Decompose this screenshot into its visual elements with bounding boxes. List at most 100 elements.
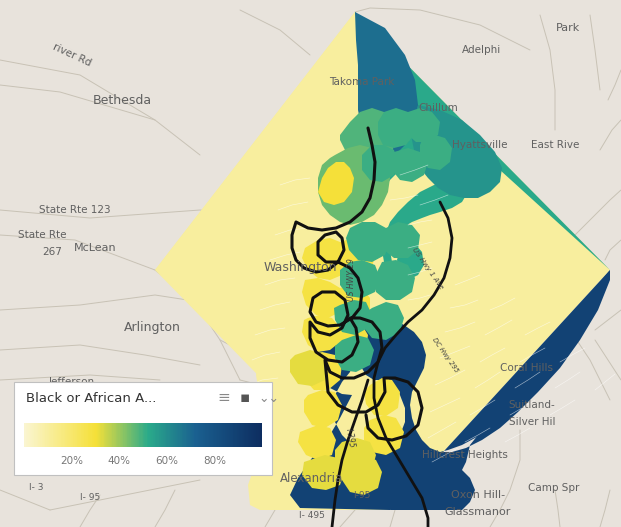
Text: ▪: ▪: [240, 390, 250, 405]
Bar: [96, 423, 97, 447]
Bar: [203, 423, 204, 447]
Bar: [212, 423, 214, 447]
Bar: [215, 423, 216, 447]
Bar: [177, 423, 178, 447]
Bar: [237, 423, 238, 447]
Polygon shape: [364, 378, 400, 416]
Bar: [160, 423, 161, 447]
Bar: [195, 423, 196, 447]
Bar: [228, 423, 229, 447]
Bar: [102, 423, 103, 447]
Polygon shape: [335, 335, 374, 372]
Bar: [187, 423, 188, 447]
Polygon shape: [378, 108, 415, 148]
Bar: [249, 423, 250, 447]
Bar: [50, 423, 51, 447]
Bar: [57, 423, 58, 447]
Polygon shape: [346, 222, 390, 262]
Bar: [134, 423, 135, 447]
Bar: [242, 423, 243, 447]
Polygon shape: [304, 390, 342, 428]
Bar: [196, 423, 197, 447]
Polygon shape: [355, 12, 418, 155]
Bar: [47, 423, 48, 447]
Bar: [63, 423, 64, 447]
Bar: [104, 423, 105, 447]
Bar: [122, 423, 123, 447]
Text: Hyattsville: Hyattsville: [452, 140, 508, 150]
Bar: [45, 423, 47, 447]
Bar: [230, 423, 231, 447]
Bar: [61, 423, 62, 447]
Bar: [39, 423, 40, 447]
Bar: [152, 423, 153, 447]
Bar: [93, 423, 94, 447]
Text: State Rte 123: State Rte 123: [39, 205, 111, 215]
Bar: [44, 423, 45, 447]
Bar: [211, 423, 212, 447]
Bar: [91, 423, 92, 447]
Bar: [84, 423, 85, 447]
Text: ⌄⌄: ⌄⌄: [258, 392, 279, 405]
Bar: [252, 423, 253, 447]
Polygon shape: [302, 278, 345, 318]
Bar: [191, 423, 192, 447]
Bar: [52, 423, 53, 447]
Bar: [24, 423, 25, 447]
Bar: [199, 423, 200, 447]
Text: 267: 267: [42, 247, 62, 257]
Text: I- 3: I- 3: [29, 483, 43, 493]
Polygon shape: [318, 162, 354, 205]
Text: US HWY 29: US HWY 29: [348, 259, 356, 301]
Bar: [138, 423, 140, 447]
Bar: [181, 423, 183, 447]
Text: Takoma Park: Takoma Park: [329, 77, 395, 87]
Bar: [149, 423, 150, 447]
Bar: [75, 423, 76, 447]
Bar: [206, 423, 207, 447]
Polygon shape: [155, 12, 390, 510]
Polygon shape: [390, 148, 428, 182]
Bar: [54, 423, 55, 447]
Polygon shape: [412, 105, 502, 198]
Bar: [28, 423, 29, 447]
Bar: [26, 423, 27, 447]
Bar: [103, 423, 104, 447]
Text: Jefferson: Jefferson: [49, 377, 95, 387]
Bar: [141, 423, 142, 447]
Bar: [179, 423, 180, 447]
Bar: [198, 423, 199, 447]
Bar: [140, 423, 141, 447]
Bar: [227, 423, 228, 447]
Bar: [163, 423, 164, 447]
Bar: [194, 423, 195, 447]
Bar: [129, 423, 130, 447]
Polygon shape: [334, 300, 372, 335]
Polygon shape: [420, 135, 452, 170]
Bar: [167, 423, 168, 447]
Bar: [136, 423, 137, 447]
Bar: [176, 423, 177, 447]
Bar: [81, 423, 82, 447]
Bar: [71, 423, 72, 447]
Text: Adelphi: Adelphi: [463, 45, 502, 55]
Text: 80%: 80%: [203, 456, 226, 466]
Bar: [34, 423, 35, 447]
Bar: [253, 423, 254, 447]
Bar: [260, 423, 261, 447]
Text: Camp Spr: Camp Spr: [528, 483, 579, 493]
Bar: [67, 423, 68, 447]
Polygon shape: [374, 260, 415, 300]
Bar: [41, 423, 42, 447]
Bar: [243, 423, 245, 447]
Bar: [90, 423, 91, 447]
Bar: [155, 423, 156, 447]
Bar: [185, 423, 186, 447]
Text: ≡: ≡: [217, 390, 230, 405]
Bar: [226, 423, 227, 447]
Bar: [82, 423, 83, 447]
Bar: [236, 423, 237, 447]
Bar: [188, 423, 189, 447]
Text: Washington: Washington: [263, 261, 337, 275]
Polygon shape: [335, 438, 376, 476]
